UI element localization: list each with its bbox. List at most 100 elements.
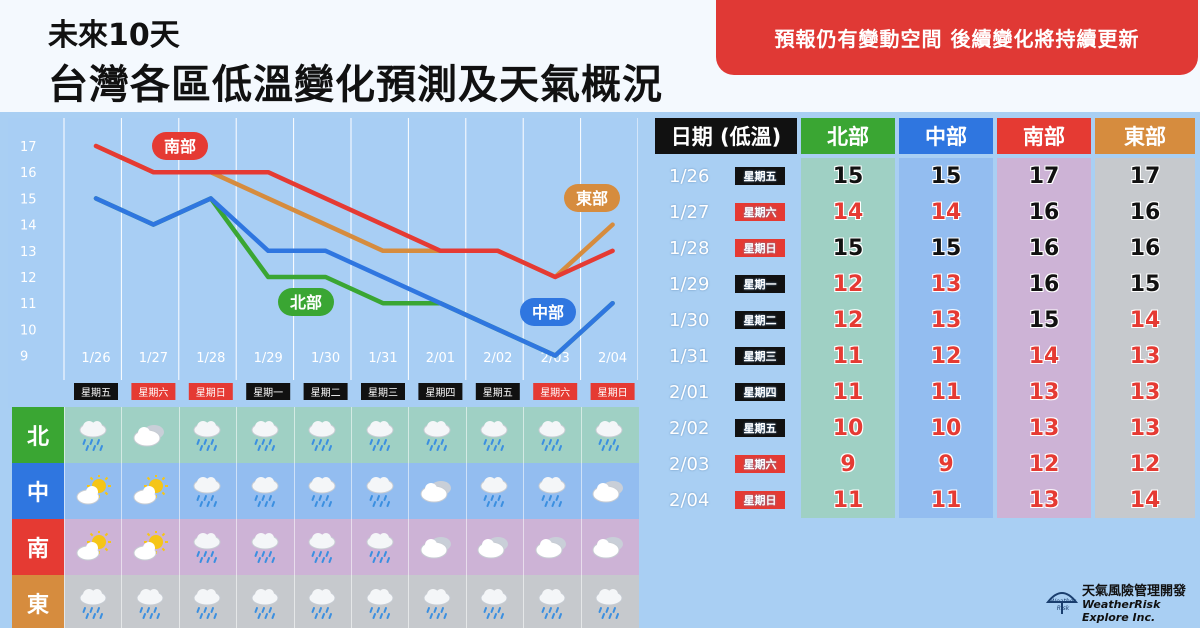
weather-cell: [64, 463, 120, 519]
y-tick-label: 9: [20, 350, 28, 365]
row-date-cell: 2/03 星期六: [655, 446, 797, 482]
table-row: 1/28 星期日 15 15 16 16: [655, 230, 1195, 266]
row-date: 1/30: [669, 309, 710, 331]
row-weekday-badge: 星期三: [735, 347, 785, 365]
weekday-badge: [131, 383, 176, 400]
header-south: 南部: [997, 118, 1091, 154]
temp-cell-e: 13: [1095, 374, 1195, 410]
weekday-label: 星期六: [138, 387, 168, 399]
temp-cell-n: 11: [801, 338, 895, 374]
sun-cloud-icon: [76, 531, 111, 561]
region-label: 北: [12, 407, 64, 463]
weather-cell: [178, 575, 235, 628]
weather-cell: [236, 519, 292, 575]
x-tick-label: 1/28: [196, 351, 225, 366]
logo-mark-text: Weather Risk: [1050, 598, 1076, 612]
temperature-chart: 9 10 11 12 13 14 15 16 17 1/26 星期五 1/27 星期六 1/28 星期日 1/…: [8, 118, 638, 408]
rain-icon: [79, 589, 106, 619]
temp-cell-e: 17: [1095, 158, 1195, 194]
weekday-badge: [246, 383, 291, 400]
weather-cell: [465, 463, 522, 519]
series-line-south: [93, 143, 615, 280]
title-line1: 未來10天: [48, 18, 180, 53]
y-tick-label: 13: [20, 245, 37, 260]
x-tick-label: 1/31: [368, 351, 397, 366]
rain-icon: [193, 477, 221, 507]
table-row: 2/01 星期四 11 11 13 13: [655, 374, 1195, 410]
rain-icon: [251, 421, 279, 451]
temp-cell-s: 16: [997, 266, 1091, 302]
temp-cell-c: 14: [899, 194, 993, 230]
temp-cell-n: 9: [801, 446, 895, 482]
cloudy-icon: [592, 481, 624, 503]
temp-cell-c: 10: [899, 410, 993, 446]
rain-icon: [308, 589, 336, 619]
weather-cell: [580, 575, 637, 628]
weather-row-south: 南: [12, 519, 639, 575]
weekday-badge: [361, 383, 405, 400]
weather-cell: [465, 575, 522, 628]
weather-cell: [351, 575, 407, 628]
cloudy-icon: [133, 425, 164, 447]
weekday-badge: [188, 383, 233, 400]
temp-cell-n: 12: [801, 266, 895, 302]
rain-icon: [308, 421, 336, 451]
row-date: 2/04: [669, 489, 710, 511]
temp-cell-n: 10: [801, 410, 895, 446]
region-label: 東: [12, 575, 64, 628]
row-date: 1/27: [669, 201, 710, 223]
rain-icon: [538, 477, 566, 507]
temp-cell-c: 11: [899, 482, 993, 518]
series-tag-label-east: 東部: [576, 189, 608, 208]
weekday-badge: [418, 383, 463, 400]
row-date-cell: 1/26 星期五: [655, 158, 797, 194]
weather-cell: [64, 575, 120, 628]
table-row: 2/03 星期六 9 9 12 12: [655, 446, 1195, 482]
weather-cell: [523, 463, 579, 519]
y-tick-label: 12: [20, 271, 37, 286]
rain-icon: [595, 421, 623, 451]
rain-icon: [366, 421, 393, 451]
rain-icon: [538, 589, 566, 619]
weather-cell: [64, 407, 120, 463]
temp-cell-e: 14: [1095, 302, 1195, 338]
temperature-table: 日期 (低溫) 北部 中部 南部 東部 1/26 星期五 15 15 17 17 1/27 星期六 14 1…: [655, 118, 1195, 518]
row-weekday-badge: 星期二: [735, 311, 785, 329]
row-date: 1/26: [669, 165, 710, 187]
temp-cell-n: 12: [801, 302, 895, 338]
row-weekday-badge: 星期六: [735, 455, 785, 473]
row-date: 2/01: [669, 381, 710, 403]
rain-icon: [251, 477, 279, 507]
y-tick-label: 11: [20, 297, 37, 312]
rain-icon: [423, 589, 451, 619]
row-date-cell: 2/01 星期四: [655, 374, 797, 410]
weekday-label: 星期日: [196, 387, 226, 399]
weekday-label: 星期日: [598, 387, 628, 399]
row-weekday-badge: 星期日: [735, 491, 785, 509]
x-tick-label: 1/30: [311, 351, 340, 366]
series-line-central: [93, 196, 615, 358]
rain-icon: [308, 533, 336, 563]
row-weekday-badge: 星期五: [735, 167, 785, 185]
weather-row-east: 東: [12, 575, 639, 628]
weekday-badge: [74, 383, 118, 400]
row-date-cell: 1/28 星期日: [655, 230, 797, 266]
temp-cell-s: 13: [997, 482, 1091, 518]
temp-cell-c: 12: [899, 338, 993, 374]
temp-cell-e: 16: [1095, 194, 1195, 230]
temp-cell-s: 16: [997, 194, 1091, 230]
temp-cell-n: 14: [801, 194, 895, 230]
weather-cell: [236, 407, 292, 463]
weather-cell: [408, 463, 464, 519]
weekday-label: 星期三: [368, 387, 398, 399]
sun-cloud-icon: [133, 531, 168, 561]
temp-cell-c: 13: [899, 302, 993, 338]
weekday-badge: [475, 383, 520, 400]
temp-cell-n: 15: [801, 158, 895, 194]
weather-cell: [121, 407, 177, 463]
rain-icon: [193, 589, 221, 619]
table-row: 1/29 星期一 12 13 16 15: [655, 266, 1195, 302]
y-tick-label: 16: [20, 166, 37, 181]
logo-english: WeatherRisk Explore Inc.: [1082, 598, 1161, 624]
